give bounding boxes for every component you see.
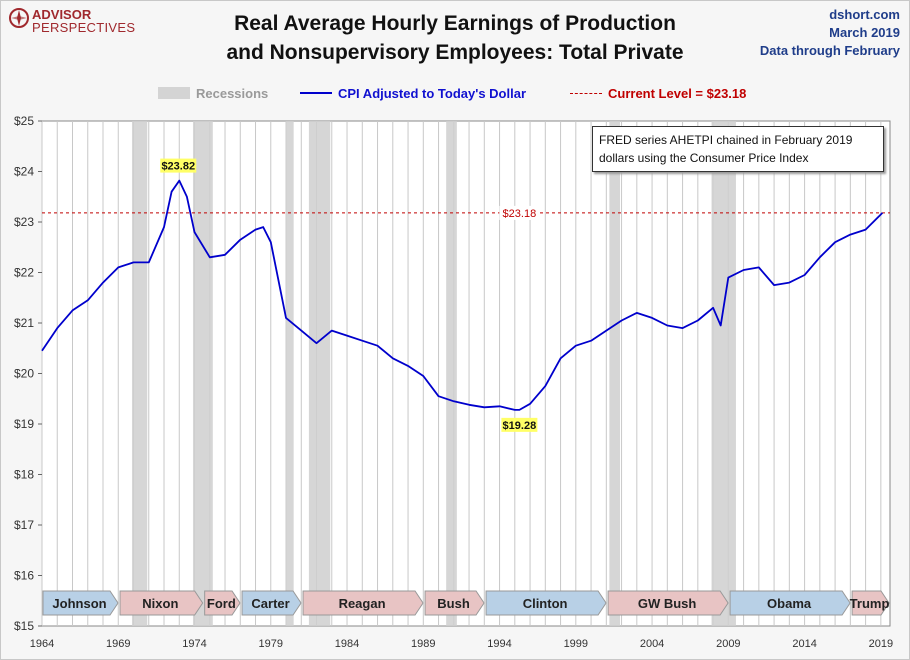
president-label-clinton: Clinton	[523, 596, 568, 611]
low-label-bg	[501, 417, 538, 432]
y-tick-label-21: $21	[14, 316, 34, 330]
recession-bar-3	[286, 121, 294, 626]
current-label-bg	[499, 205, 540, 220]
president-label-obama: Obama	[767, 596, 812, 611]
legend-current-swatch	[570, 92, 602, 94]
recession-bar-2	[192, 121, 213, 626]
x-tick-label-2014: 2014	[792, 638, 816, 650]
source-site: dshort.com	[829, 7, 900, 22]
logo-compass-icon	[9, 8, 29, 28]
president-bar-trump	[851, 590, 890, 616]
president-bar-reagan	[302, 590, 424, 616]
president-bar-gw-bush	[607, 590, 729, 616]
president-bar-bush	[424, 590, 485, 616]
president-label-bush: Bush	[437, 596, 470, 611]
legend-cpi: CPI Adjusted to Today's Dollar	[300, 84, 526, 102]
president-label-nixon: Nixon	[142, 596, 178, 611]
president-bar-carter	[241, 590, 302, 616]
president-bar-johnson	[42, 590, 119, 616]
recession-bar-6	[609, 121, 621, 626]
y-tick-label-18: $18	[14, 468, 34, 482]
fred-note-box: FRED series AHETPI chained in February 2…	[592, 126, 884, 172]
legend-cpi-label: CPI Adjusted to Today's Dollar	[338, 85, 526, 101]
peak-label-bg	[160, 158, 197, 173]
president-bar-obama	[729, 590, 851, 616]
president-label-reagan: Reagan	[339, 596, 386, 611]
legend-recession-label: Recessions	[196, 85, 269, 101]
x-tick-label-1999: 1999	[564, 638, 588, 650]
x-tick-label-1994: 1994	[487, 638, 511, 650]
x-tick-label-1979: 1979	[259, 638, 283, 650]
x-tick-label-1969: 1969	[106, 638, 130, 650]
x-tick-label-2004: 2004	[640, 638, 664, 650]
legend-current-label: Current Level = $23.18	[608, 85, 747, 101]
logo-line2: PERSPECTIVES	[32, 20, 136, 35]
y-tick-label-20: $20	[14, 367, 34, 381]
x-tick-label-1964: 1964	[30, 638, 54, 650]
president-label-trump: Trump	[850, 596, 890, 611]
y-tick-label-17: $17	[14, 518, 34, 532]
advisor-perspectives-logo: ADVISOR PERSPECTIVES	[8, 7, 135, 35]
y-tick-label-19: $19	[14, 417, 34, 431]
president-label-ford: Ford	[207, 596, 236, 611]
y-tick-label-25: $25	[14, 114, 34, 128]
chart-title-line1: Real Average Hourly Earnings of Producti…	[234, 12, 676, 35]
legend-current-level: Current Level = $23.18	[570, 84, 746, 102]
x-tick-label-2009: 2009	[716, 638, 740, 650]
x-tick-label-1989: 1989	[411, 638, 435, 650]
y-tick-label-24: $24	[14, 165, 34, 179]
y-tick-label-23: $23	[14, 215, 34, 229]
legend-recessions: Recessions	[158, 84, 268, 102]
source-date: March 2019	[829, 25, 900, 40]
recession-bar-5	[446, 121, 457, 626]
chart-title-line2: and Nonsupervisory Employees: Total Priv…	[226, 41, 684, 64]
x-tick-label-1974: 1974	[182, 638, 206, 650]
president-bar-nixon	[119, 590, 204, 616]
president-bar-ford	[204, 590, 241, 616]
recession-bar-4	[308, 121, 331, 626]
current-level-label: $23.18	[503, 208, 537, 220]
president-label-gw-bush: GW Bush	[638, 596, 697, 611]
series-line-1	[41, 179, 884, 411]
president-bar-clinton	[485, 590, 607, 616]
x-tick-label-1984: 1984	[335, 638, 359, 650]
legend-recession-swatch	[158, 87, 190, 99]
president-label-johnson: Johnson	[52, 596, 106, 611]
recession-bar-7	[711, 121, 736, 626]
y-tick-label-16: $16	[14, 569, 34, 583]
source-data-through: Data through February	[759, 43, 900, 58]
peak-label: $23.82	[161, 161, 195, 173]
logo-line1: ADVISOR	[32, 7, 92, 22]
legend-cpi-swatch	[300, 92, 332, 94]
recession-bar-1	[131, 121, 148, 626]
y-tick-label-15: $15	[14, 619, 34, 633]
x-tick-label-2019: 2019	[869, 638, 893, 650]
y-tick-label-22: $22	[14, 266, 34, 280]
president-label-carter: Carter	[251, 596, 289, 611]
low-label: $19.28	[503, 420, 537, 432]
plot-area	[41, 120, 891, 627]
